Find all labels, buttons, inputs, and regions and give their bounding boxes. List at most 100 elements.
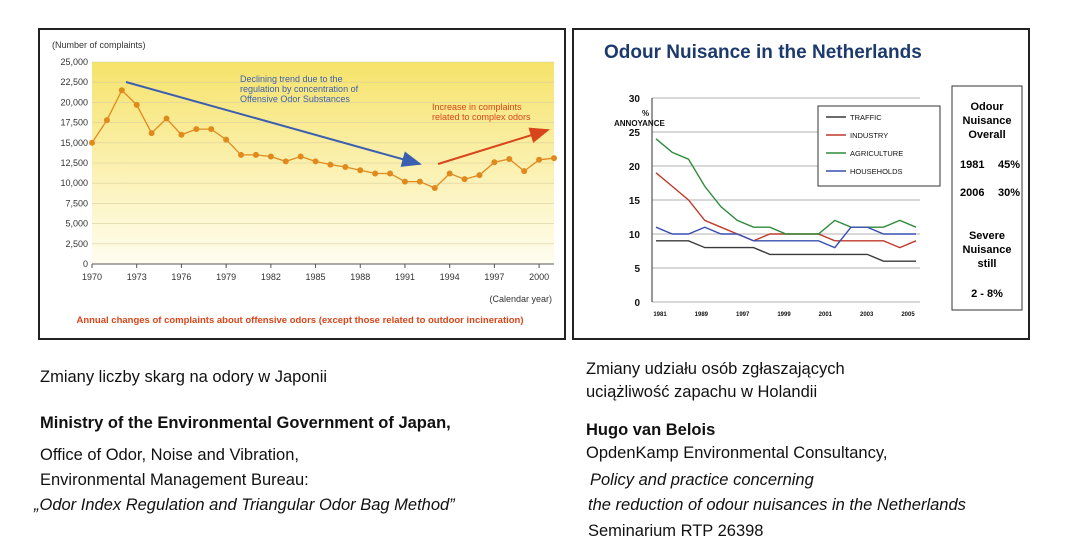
japan-chart-caption: Annual changes of complaints about offen…: [76, 315, 523, 326]
y-tick-label: 15,000: [60, 138, 88, 148]
right-source-line-5: Seminarium RTP 26398: [588, 522, 764, 540]
complaints-data-point: [372, 170, 379, 177]
decline-annotation: Declining trend due to the regulation by…: [240, 74, 359, 104]
complaints-data-point: [238, 151, 245, 158]
complaints-data-point: [401, 178, 408, 185]
left-source-line-3: Environmental Management Bureau:: [40, 471, 309, 489]
right-description-line-1: Zmiany udziału osób zgłaszających: [586, 360, 845, 378]
overall-row-1981-year: 1981: [960, 159, 984, 171]
decline-annotation-line-1: Declining trend due to the: [240, 74, 343, 84]
right-source-line-3: Policy and practice concerning: [590, 471, 814, 489]
increase-annotation-line-1: Increase in complaints: [432, 102, 522, 112]
complaints-data-point: [431, 185, 438, 192]
overall-label-line-2: Nuisance: [963, 115, 1012, 127]
decline-trend-arrow: [125, 81, 422, 167]
complaints-data-point: [148, 130, 155, 137]
y-axis-label-percent: %: [642, 109, 649, 118]
left-author: Ministry of the Environmental Government…: [40, 414, 451, 432]
x-tick-label: 1981: [653, 312, 667, 318]
netherlands-legend: TRAFFIC INDUSTRY AGRICULTURE HOUSEHOLDS: [817, 105, 941, 187]
complaints-data-point: [178, 131, 185, 138]
summary-side-box: Odour Nuisance Overall 1981 45% 2006 30%…: [951, 85, 1023, 311]
y-tick-label: 22,500: [60, 77, 88, 87]
increase-trend-arrow: [437, 127, 550, 165]
complaints-data-point: [476, 172, 483, 179]
complaints-data-point: [491, 159, 498, 166]
netherlands-chart-title: Odour Nuisance in the Netherlands: [604, 42, 922, 63]
severe-value: 2 - 8%: [971, 288, 1003, 300]
overall-label-line-1: Odour: [971, 101, 1005, 113]
complaints-data-point: [89, 139, 95, 146]
left-source-line-4: „Odor Index Regulation and Triangular Od…: [34, 496, 455, 514]
y-unit-label: (Number of complaints): [52, 40, 146, 50]
y-tick-label: 20,000: [60, 97, 88, 107]
complaints-data-point: [208, 126, 215, 133]
complaints-data-point: [163, 115, 170, 122]
complaints-data-point: [506, 155, 513, 162]
x-tick-label: 2005: [901, 312, 915, 318]
x-tick-label: 1970: [82, 272, 102, 282]
complaints-data-point: [193, 126, 200, 133]
x-tick-label: 1979: [216, 272, 236, 282]
complaints-data-point: [342, 164, 349, 171]
y-tick-label: 17,500: [60, 118, 88, 128]
y-tick-label: 25,000: [60, 57, 88, 67]
severe-label-line-1: Severe: [969, 230, 1005, 242]
y-tick-label: 7,500: [65, 198, 88, 208]
netherlands-nuisance-chart-panel: Odour Nuisance in the Netherlands % ANNO…: [572, 28, 1030, 340]
summary-box: [951, 85, 1023, 311]
complaints-data-point: [461, 176, 468, 183]
increase-annotation: Increase in complaints related to comple…: [432, 102, 531, 122]
right-description-line-2: uciążliwość zapachu w Holandii: [586, 383, 818, 401]
x-tick-label: 1985: [306, 272, 326, 282]
y-tick-label: 25: [629, 128, 641, 139]
x-unit-label: (Calendar year): [489, 294, 552, 304]
y-tick-label: 0: [634, 298, 640, 309]
y-tick-label: 15: [629, 196, 641, 207]
x-tick-label: 1994: [440, 272, 460, 282]
y-tick-label: 30: [629, 94, 641, 105]
overall-row-2006-value: 30%: [998, 187, 1020, 199]
x-tick-label: 1973: [127, 272, 147, 282]
legend-box: [817, 105, 941, 187]
y-tick-label: 5,000: [65, 219, 88, 229]
x-tick-label: 1988: [350, 272, 370, 282]
complaints-data-point: [551, 155, 557, 162]
x-tick-label: 1997: [736, 312, 750, 318]
complaints-data-point: [312, 158, 319, 165]
complaints-data-point: [282, 158, 289, 165]
increase-annotation-line-2: related to complex odors: [432, 112, 531, 122]
x-tick-label: 1982: [261, 272, 281, 282]
japan-complaints-chart: (Number of complaints) 0 2,500 5,000 7,500 1…: [52, 40, 557, 326]
series-line-traffic: [656, 240, 916, 262]
complaints-data-point: [327, 161, 334, 168]
x-tick-label: 1997: [484, 272, 504, 282]
overall-row-2006-year: 2006: [960, 187, 984, 199]
complaints-data-point: [252, 151, 259, 158]
complaints-data-point: [521, 168, 528, 175]
complaints-data-point: [223, 136, 230, 143]
complaints-data-point: [416, 178, 423, 185]
severe-label-line-2: Nuisance: [963, 244, 1012, 256]
complaints-data-point: [133, 101, 140, 108]
complaints-data-point: [267, 153, 274, 160]
y-tick-label: 10,000: [60, 178, 88, 188]
overall-row-1981-value: 45%: [998, 159, 1020, 171]
decline-annotation-line-3: Offensive Odor Substances: [240, 94, 350, 104]
left-description: Zmiany liczby skarg na odory w Japonii: [40, 368, 328, 386]
y-tick-label: 2,500: [65, 239, 88, 249]
series-line-households: [655, 226, 916, 249]
x-tick-label: 1991: [395, 272, 415, 282]
series-line-agriculture: [655, 138, 917, 235]
japan-complaints-chart-panel: (Number of complaints) 0 2,500 5,000 7,500 1…: [38, 28, 566, 340]
complaints-data-point: [297, 153, 304, 160]
complaints-data-point: [357, 167, 364, 174]
x-tick-label: 2003: [860, 312, 874, 318]
y-tick-label: 20: [629, 162, 641, 173]
legend-label-households: HOUSEHOLDS: [850, 167, 903, 176]
decline-annotation-line-2: regulation by concentration of: [240, 84, 359, 94]
y-tick-label: 12,500: [60, 158, 88, 168]
right-source-line-2: OpdenKamp Environmental Consultancy,: [586, 444, 888, 462]
x-tick-label: 1989: [695, 312, 709, 318]
legend-label-traffic: TRAFFIC: [850, 113, 882, 122]
